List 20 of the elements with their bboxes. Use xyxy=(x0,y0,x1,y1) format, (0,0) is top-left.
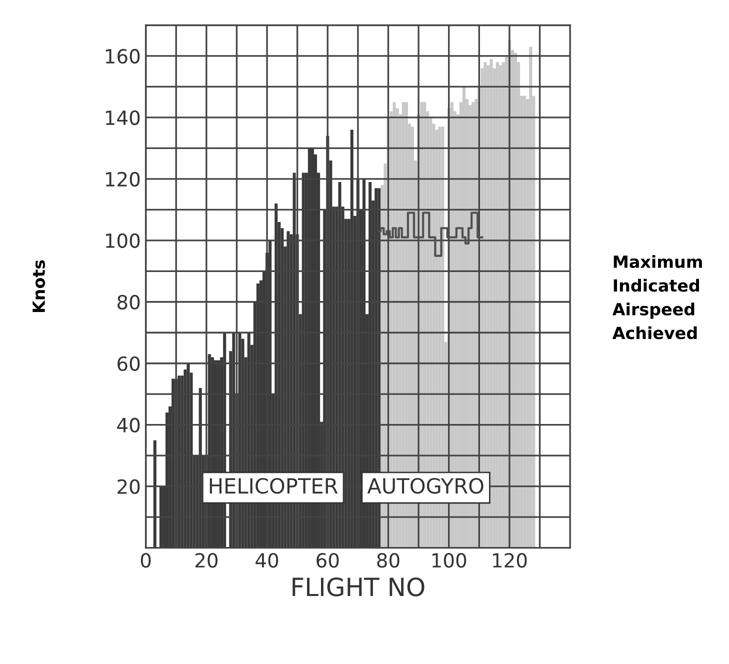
x-tick-label: 80 xyxy=(377,553,400,568)
x-tick-label: 20 xyxy=(195,553,218,568)
y-tick-label: 160 xyxy=(106,48,140,64)
series-label: AUTOGYRO xyxy=(367,478,484,494)
y-tick-label: 100 xyxy=(106,233,140,248)
x-tick-label: 40 xyxy=(256,553,278,568)
x-axis-title: FLIGHT NO xyxy=(292,577,424,596)
y-tick-label: 80 xyxy=(118,294,140,310)
x-tick-label: 60 xyxy=(316,553,339,568)
y-tick-label: 20 xyxy=(118,479,140,494)
y-tick-label: 60 xyxy=(118,356,140,372)
y-tick-label: 120 xyxy=(106,172,140,187)
text: Maximum Indicated Airspeed Achieved xyxy=(612,255,702,340)
y-axis-title: Knots xyxy=(32,260,46,312)
x-tick-label: 100 xyxy=(432,553,466,568)
x-tick-label: 120 xyxy=(493,553,527,568)
y-tick-label: 140 xyxy=(106,110,140,126)
x-tick-label: 0 xyxy=(140,553,151,568)
y-tick-label: 40 xyxy=(117,418,140,433)
series-label: HELICOPTER xyxy=(210,478,338,494)
